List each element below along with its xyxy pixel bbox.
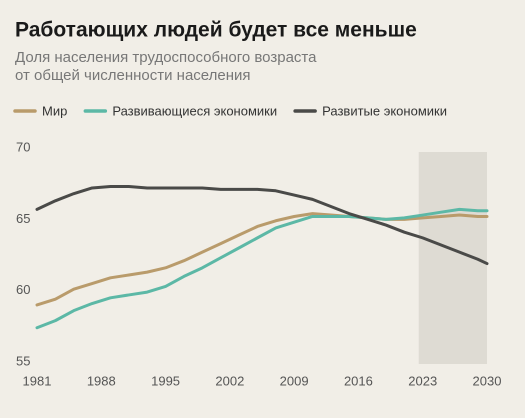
y-tick-label: 60 [16, 282, 30, 297]
x-tick-label: 1988 [87, 373, 116, 388]
y-tick-label: 70 [16, 139, 30, 154]
series-line [35, 212, 489, 307]
series-line [35, 185, 489, 266]
x-tick-label: 2023 [408, 373, 437, 388]
legend-label: Мир [42, 103, 67, 118]
subtitle: Доля населения трудоспособного возраста [15, 49, 317, 66]
x-tick-label: 2030 [473, 373, 502, 388]
x-tick-label: 2002 [215, 373, 244, 388]
chart-title: Работающих людей будет все меньше [15, 19, 417, 42]
x-tick-label: 1981 [23, 373, 52, 388]
legend-label: Развивающиеся экономики [112, 103, 277, 118]
x-tick-label: 1995 [151, 373, 180, 388]
x-tick-label: 2009 [280, 373, 309, 388]
y-tick-label: 65 [16, 211, 30, 226]
subtitle: от общей численности населения [15, 67, 251, 84]
x-tick-label: 2016 [344, 373, 373, 388]
legend-label: Развитые экономики [322, 103, 447, 118]
y-tick-label: 55 [16, 353, 30, 368]
series-line [35, 207, 489, 330]
